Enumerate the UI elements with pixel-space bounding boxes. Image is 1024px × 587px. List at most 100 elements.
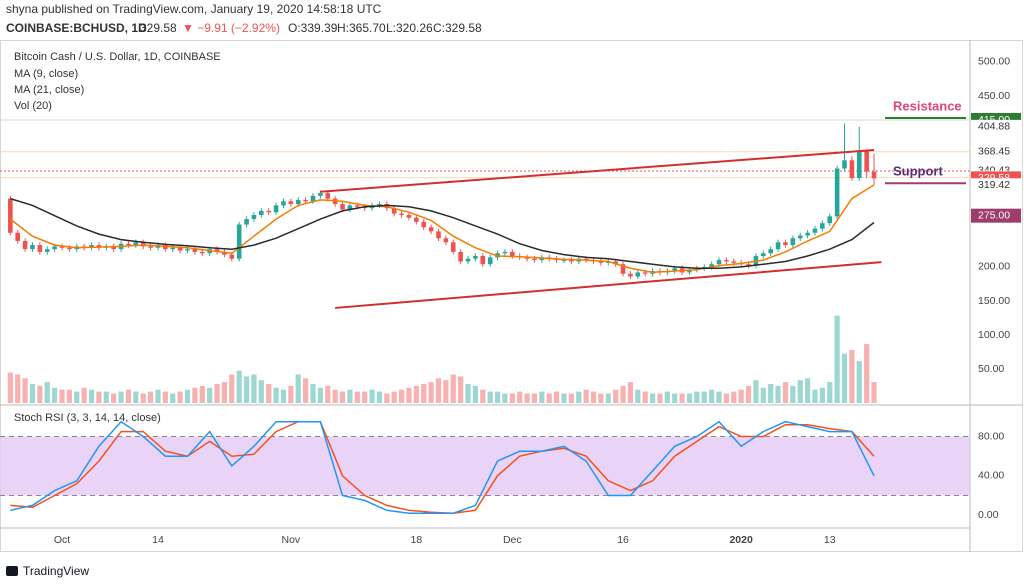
candle-body (812, 228, 818, 233)
candle-body (111, 246, 116, 250)
candle-body (775, 242, 781, 250)
candle-body (347, 205, 353, 210)
candle-body (421, 221, 427, 228)
volume-bar (391, 391, 397, 403)
volume-bar (96, 391, 102, 403)
candle-body (635, 272, 641, 277)
candle-body (613, 261, 618, 265)
volume-bar (280, 389, 287, 403)
volume-bar (760, 387, 766, 403)
volume-bar (339, 391, 346, 403)
candle-body (561, 260, 567, 262)
volume-bar (546, 393, 552, 403)
line-series (9, 184, 875, 274)
candle-body (724, 260, 729, 262)
x-tick-label: 16 (617, 534, 629, 546)
volume-bar (66, 389, 72, 403)
candle-body (827, 216, 833, 224)
annotation: Resistance (893, 98, 962, 113)
candle-body (310, 195, 316, 202)
candle-body (266, 210, 272, 213)
candle-body (288, 201, 294, 205)
candle-body (133, 242, 139, 246)
volume-bar (303, 378, 309, 403)
candle-body (177, 247, 183, 251)
volume-bar (133, 391, 139, 403)
candle-body (761, 253, 766, 256)
candle-body (244, 219, 249, 225)
volume-bar (428, 382, 434, 403)
logo-icon (6, 566, 18, 576)
candle-body (856, 150, 862, 179)
volume-bar (664, 391, 670, 403)
volume-bar (310, 384, 316, 403)
candle-body (768, 249, 773, 254)
volume-bar (531, 393, 538, 403)
ohlc-high: H:365.70 (337, 21, 386, 35)
volume-bar (354, 391, 360, 403)
x-tick-label: Nov (282, 534, 301, 546)
ohlc-open: O:339.39 (288, 21, 338, 35)
volume-bar (88, 389, 95, 403)
volume-bar (170, 393, 176, 403)
candle-body (251, 214, 257, 220)
x-tick-label: 14 (152, 534, 164, 546)
candle-body (871, 171, 877, 179)
candle-body (450, 242, 456, 252)
price-label: 404.88 (978, 121, 1010, 133)
volume-bar (642, 391, 648, 403)
volume-bar (583, 389, 589, 403)
candle-body (377, 204, 382, 206)
candle-body (709, 264, 714, 267)
candle-body (414, 217, 419, 222)
volume-bar (620, 385, 626, 403)
y-tick-label: 40.00 (978, 470, 1004, 482)
volume-bar (716, 391, 722, 403)
volume-bar (561, 393, 567, 403)
candle-body (849, 160, 855, 179)
volume-bar (295, 374, 301, 403)
volume-bar (834, 315, 840, 403)
volume-bar (864, 344, 870, 403)
legend-ma21: MA (21, close) (14, 84, 84, 96)
candle-body (340, 204, 345, 210)
volume-bar (111, 393, 117, 403)
candle-body (37, 245, 43, 252)
volume-bar (52, 387, 58, 403)
volume-bar (568, 393, 574, 403)
candle-body (731, 261, 737, 263)
candle-body (192, 249, 198, 252)
candle-body (391, 208, 397, 214)
candle-body (458, 251, 463, 262)
footer-brand: TradingView (23, 564, 89, 578)
volume-bar (177, 391, 183, 403)
volume-bar (81, 387, 87, 403)
volume-bar (605, 393, 611, 403)
ohlc-low: L:320.26 (386, 21, 433, 35)
volume-bar (37, 385, 43, 403)
y-tick-label: 500.00 (978, 56, 1010, 68)
volume-bar (856, 361, 862, 403)
volume-bar (29, 384, 36, 403)
candle-body (44, 249, 50, 252)
volume-bar (147, 391, 154, 403)
candle-body (820, 223, 825, 229)
candle-body (687, 269, 692, 273)
publisher-line: shyna published on TradingView.com, Janu… (6, 2, 382, 16)
volume-bar (819, 387, 825, 403)
volume-bar (465, 384, 471, 403)
candle-body (834, 168, 840, 217)
volume-bar (236, 370, 242, 403)
candle-body (229, 254, 235, 259)
volume-bar (266, 384, 272, 403)
candle-body (318, 193, 323, 196)
volume-bar (199, 385, 205, 403)
candle-body (532, 258, 537, 261)
price-label-box (971, 119, 1021, 134)
candle-body (569, 260, 574, 262)
candle-body (52, 246, 57, 250)
volume-bar (229, 374, 235, 403)
volume-bar (192, 387, 198, 403)
volume-bar (207, 387, 213, 403)
